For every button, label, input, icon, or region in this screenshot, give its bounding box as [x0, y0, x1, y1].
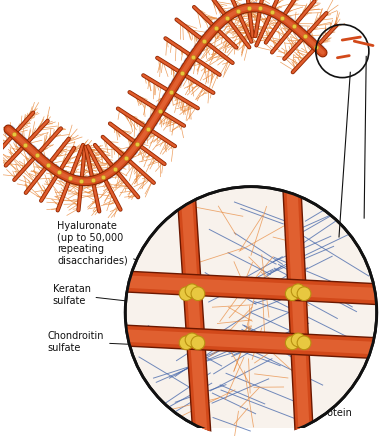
- Circle shape: [191, 336, 205, 350]
- Text: Chondroitin
sulfate: Chondroitin sulfate: [47, 331, 180, 353]
- Circle shape: [185, 333, 199, 347]
- Text: Aggrecan
core protein: Aggrecan core protein: [274, 387, 352, 419]
- Circle shape: [297, 336, 311, 350]
- Circle shape: [291, 284, 305, 298]
- Circle shape: [179, 336, 193, 350]
- Circle shape: [125, 187, 377, 436]
- Text: Keratan
sulfate: Keratan sulfate: [53, 284, 180, 309]
- Text: Hyaluronate
(up to 50,000
repeating
disaccharides): Hyaluronate (up to 50,000 repeating disa…: [58, 221, 193, 282]
- Circle shape: [291, 333, 305, 347]
- Circle shape: [297, 287, 311, 300]
- Circle shape: [191, 287, 205, 300]
- Text: Link
proteins: Link proteins: [301, 349, 348, 374]
- Circle shape: [179, 287, 193, 300]
- Circle shape: [286, 336, 299, 350]
- Circle shape: [185, 284, 199, 298]
- Circle shape: [286, 287, 299, 300]
